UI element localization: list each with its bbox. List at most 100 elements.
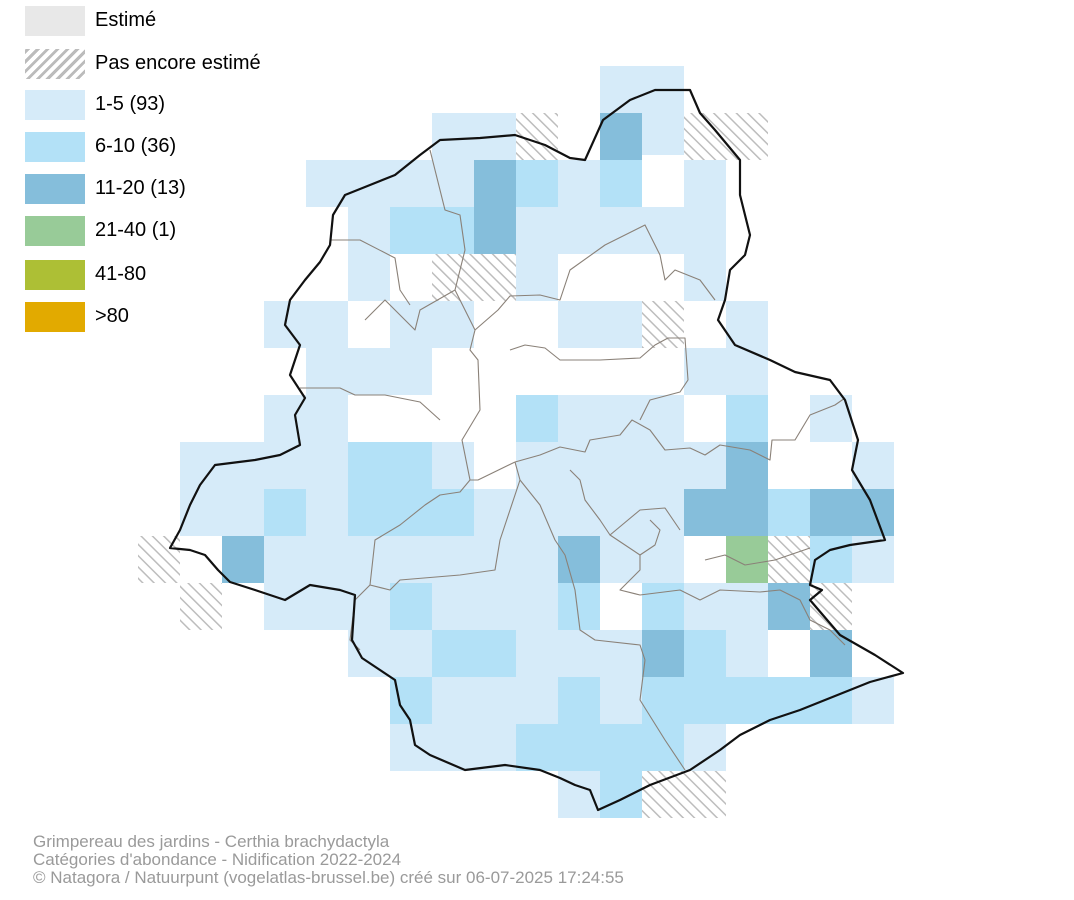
grid-cell-abundance-1 (390, 630, 432, 677)
grid-cell-abundance-1 (684, 442, 726, 489)
grid-cell-abundance-1 (516, 630, 558, 677)
grid-cell-abundance-4 (726, 536, 768, 583)
grid-cell-abundance-1 (600, 630, 642, 677)
grid-cell-abundance-1 (306, 536, 348, 583)
grid-cell-abundance-3 (474, 207, 516, 254)
grid-cell-abundance-1 (390, 536, 432, 583)
grid-cell-abundance-1 (306, 442, 348, 489)
grid-cell-abundance-2 (726, 677, 768, 724)
grid-cell-abundance-2 (348, 489, 390, 536)
grid-cell-abundance-1 (684, 348, 726, 395)
grid-cell-abundance-2 (390, 583, 432, 630)
legend-swatch (25, 216, 85, 246)
grid-cell-abundance-1 (348, 348, 390, 395)
grid-cell-abundance-1 (432, 583, 474, 630)
grid-cell-abundance-3 (600, 113, 642, 160)
grid-cell-abundance-2 (432, 630, 474, 677)
grid-cell-abundance-2 (558, 724, 600, 771)
grid-cell-abundance-1 (516, 583, 558, 630)
grid-cell-abundance-3 (810, 489, 852, 536)
grid-cell-abundance-1 (306, 160, 348, 207)
grid-cell-abundance-1 (306, 395, 348, 442)
grid-cell-not-estimated (180, 583, 222, 630)
grid-cell-abundance-1 (600, 207, 642, 254)
grid-cell-abundance-1 (852, 677, 894, 724)
grid-cell-abundance-1 (516, 536, 558, 583)
grid-cell-abundance-1 (222, 489, 264, 536)
grid-cell-abundance-1 (474, 536, 516, 583)
grid-cell-abundance-1 (642, 489, 684, 536)
grid-cell-abundance-1 (558, 442, 600, 489)
grid-cell-abundance-1 (264, 442, 306, 489)
grid-cell-abundance-1 (600, 442, 642, 489)
grid-cell-abundance-1 (348, 160, 390, 207)
grid-cell-abundance-1 (726, 348, 768, 395)
commune-boundary (454, 289, 516, 481)
grid-cell-abundance-2 (474, 630, 516, 677)
commune-boundary (474, 224, 716, 331)
legend-item: 21-40 (1) (25, 216, 325, 246)
region-outline (168, 88, 905, 812)
caption-credits: © Natagora / Natuurpunt (vogelatlas-brus… (33, 868, 624, 887)
grid-cell-abundance-1 (264, 536, 306, 583)
grid-cell-abundance-1 (306, 301, 348, 348)
grid-cell-abundance-1 (390, 301, 432, 348)
map-caption: Grimpereau des jardins - Certhia brachyd… (33, 833, 624, 887)
grid-cell-abundance-1 (516, 207, 558, 254)
grid-cell-abundance-2 (516, 395, 558, 442)
grid-cell-abundance-1 (306, 348, 348, 395)
legend-label: >80 (95, 305, 129, 327)
grid-cell-not-estimated (432, 254, 474, 301)
commune-boundary (509, 337, 689, 421)
grid-cell-abundance-1 (558, 489, 600, 536)
grid-cell-abundance-1 (390, 348, 432, 395)
grid-cell-abundance-1 (600, 677, 642, 724)
commune-boundary (569, 469, 681, 536)
grid-cell-abundance-1 (474, 677, 516, 724)
grid-cell-abundance-1 (600, 395, 642, 442)
grid-cell-abundance-1 (642, 442, 684, 489)
grid-cell-abundance-1 (516, 254, 558, 301)
grid-cell-abundance-2 (768, 677, 810, 724)
grid-cell-abundance-2 (768, 489, 810, 536)
grid-cell-abundance-1 (600, 489, 642, 536)
grid-cell-not-estimated (726, 113, 768, 160)
grid-cell-abundance-2 (432, 207, 474, 254)
commune-boundary (619, 555, 846, 646)
grid-cell-abundance-2 (600, 771, 642, 818)
grid-cell-abundance-1 (684, 254, 726, 301)
legend-item: Pas encore estimé (25, 49, 325, 79)
grid-cell-abundance-2 (390, 207, 432, 254)
legend-label: 21-40 (1) (95, 219, 177, 241)
grid-cell-abundance-1 (558, 630, 600, 677)
legend-label: 11-20 (13) (95, 177, 186, 199)
legend-item: >80 (25, 302, 325, 332)
grid-cell-not-estimated (474, 254, 516, 301)
grid-cell-abundance-1 (558, 160, 600, 207)
grid-cell-abundance-2 (390, 489, 432, 536)
grid-cell-abundance-2 (684, 677, 726, 724)
commune-boundary (330, 239, 411, 306)
grid-cell-abundance-1 (390, 724, 432, 771)
grid-cell-abundance-1 (474, 724, 516, 771)
grid-cell-abundance-1 (432, 113, 474, 160)
legend-label: 6-10 (36) (95, 135, 177, 157)
grid-cell-abundance-1 (306, 489, 348, 536)
grid-cell-abundance-2 (516, 724, 558, 771)
commune-boundary (704, 547, 811, 566)
grid-cell-not-estimated (516, 113, 558, 160)
grid-cell-abundance-2 (600, 160, 642, 207)
grid-cell-abundance-1 (600, 536, 642, 583)
grid-cell-abundance-2 (390, 442, 432, 489)
legend-swatch (25, 132, 85, 162)
grid-cell-abundance-3 (726, 489, 768, 536)
caption-species: Grimpereau des jardins - Certhia brachyd… (33, 832, 390, 851)
legend-item: 6-10 (36) (25, 132, 325, 162)
grid-cell-abundance-3 (852, 489, 894, 536)
grid-cell-abundance-1 (516, 489, 558, 536)
legend-swatch (25, 174, 85, 204)
grid-cells (138, 66, 894, 818)
grid-cell-abundance-1 (684, 207, 726, 254)
grid-cell-abundance-1 (726, 583, 768, 630)
grid-cell-abundance-2 (348, 442, 390, 489)
